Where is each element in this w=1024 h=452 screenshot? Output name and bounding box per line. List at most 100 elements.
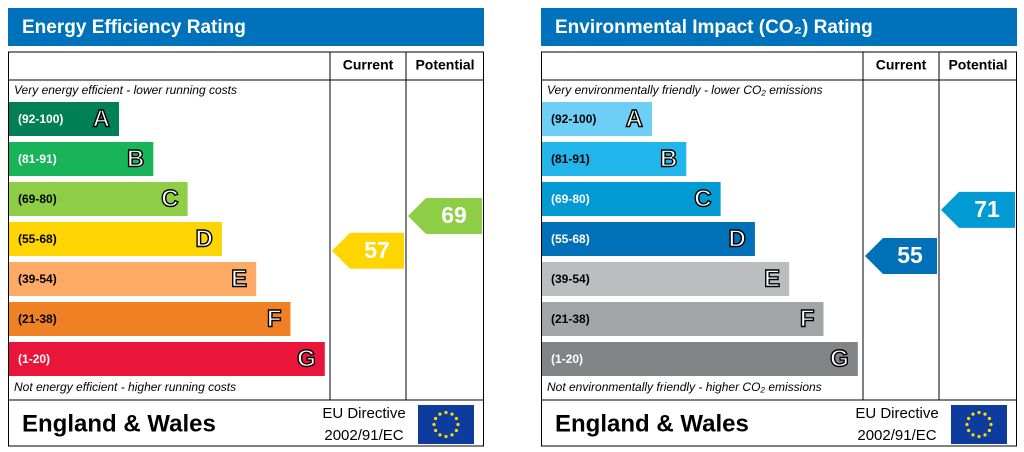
frame	[8, 51, 484, 447]
band-letter: E	[764, 265, 780, 292]
rating-band	[9, 302, 291, 336]
band-letter: G	[297, 345, 316, 372]
band-range: (39-54)	[18, 272, 57, 286]
eu-star	[456, 422, 460, 427]
rating-band	[542, 222, 755, 256]
eu-star	[983, 412, 987, 416]
rating-band	[9, 262, 257, 296]
rating-arrow	[865, 238, 937, 274]
column-header: Current	[876, 57, 927, 73]
rating-band	[9, 102, 119, 136]
band-letter: B	[127, 145, 144, 172]
top-note: Very environmentally friendly - lower CO…	[547, 83, 823, 97]
rating-band	[542, 182, 721, 216]
eu-star	[438, 412, 442, 416]
eu-star	[989, 422, 993, 427]
band-letter: D	[196, 225, 213, 252]
eu-star	[967, 416, 971, 421]
band-range: (21-38)	[551, 312, 590, 326]
eu-star	[432, 422, 436, 427]
eu-star	[444, 434, 448, 439]
rating-value: 71	[974, 196, 1000, 222]
column-header: Current	[343, 57, 394, 73]
band-range: (21-38)	[18, 312, 57, 326]
rating-arrow	[941, 191, 1015, 228]
eu-star	[987, 428, 991, 433]
band-letter: E	[231, 265, 247, 292]
band-range: (69-80)	[18, 192, 57, 206]
band-range: (92-100)	[18, 112, 63, 126]
eu-star	[987, 416, 991, 421]
band-letter: D	[729, 225, 746, 252]
band-letter: A	[93, 105, 110, 132]
bottom-note: Not environmentally friendly - higher CO…	[547, 380, 822, 394]
eu-flag	[418, 405, 474, 444]
rating-value: 69	[441, 202, 467, 228]
rating-band	[9, 182, 188, 216]
eu-star	[454, 416, 458, 421]
band-range: (81-91)	[551, 152, 590, 166]
eu-star	[977, 434, 981, 439]
band-range: (92-100)	[551, 112, 596, 126]
eu-star	[438, 433, 442, 437]
rating-band	[542, 142, 687, 176]
band-range: (55-68)	[18, 232, 57, 246]
rating-band	[542, 262, 790, 296]
rating-arrow	[332, 232, 404, 269]
region: England & Wales	[555, 410, 749, 437]
rating-arrow	[408, 198, 482, 234]
frame	[541, 51, 1017, 447]
eu-star	[434, 416, 438, 421]
directive: 2002/91/EC	[857, 427, 936, 444]
panel-title: Energy Efficiency Rating	[22, 17, 246, 38]
eu-star	[967, 428, 971, 433]
eu-star	[983, 433, 987, 437]
column-header: Potential	[948, 57, 1007, 73]
title-bar	[8, 8, 484, 46]
eu-star	[454, 428, 458, 433]
rating-band	[542, 102, 652, 136]
panel-title: Environmental Impact (CO₂) Rating	[555, 17, 873, 38]
rating-band	[9, 142, 154, 176]
rating-value: 55	[897, 242, 923, 268]
eu-star	[444, 410, 448, 415]
eu-star	[450, 412, 454, 416]
band-range: (55-68)	[551, 232, 590, 246]
directive: EU Directive	[322, 405, 405, 422]
band-letter: F	[267, 305, 282, 332]
eu-star	[434, 428, 438, 433]
title-bar	[541, 8, 1017, 46]
eu-star	[971, 433, 975, 437]
band-range: (1-20)	[551, 352, 583, 366]
eu-flag	[951, 405, 1007, 444]
rating-value: 57	[364, 237, 390, 263]
band-letter: G	[830, 345, 849, 372]
eu-star	[965, 422, 969, 427]
band-letter: A	[626, 105, 643, 132]
band-letter: F	[800, 305, 815, 332]
rating-band	[542, 342, 858, 376]
rating-band	[9, 342, 325, 376]
band-range: (81-91)	[18, 152, 57, 166]
top-note: Very energy efficient - lower running co…	[14, 83, 237, 97]
directive: 2002/91/EC	[324, 427, 403, 444]
eu-star	[450, 433, 454, 437]
epc-panel: Energy Efficiency Rating Current Potential…	[8, 8, 484, 447]
column-header: Potential	[415, 57, 474, 73]
epc-panel: Environmental Impact (CO₂) Rating Current…	[541, 8, 1017, 447]
region: England & Wales	[22, 410, 216, 437]
band-range: (69-80)	[551, 192, 590, 206]
eu-star	[977, 410, 981, 415]
directive: EU Directive	[855, 405, 938, 422]
band-letter: B	[660, 145, 677, 172]
band-range: (1-20)	[18, 352, 50, 366]
rating-band	[9, 222, 222, 256]
rating-band	[542, 302, 824, 336]
band-letter: C	[694, 185, 711, 212]
eu-star	[971, 412, 975, 416]
band-letter: C	[161, 185, 178, 212]
bottom-note: Not energy efficient - higher running co…	[14, 380, 236, 394]
band-range: (39-54)	[551, 272, 590, 286]
